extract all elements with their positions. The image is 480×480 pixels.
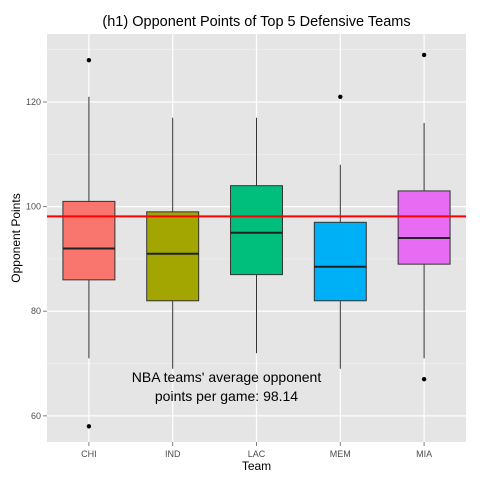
annotation-line-2: points per game: 98.14: [155, 388, 298, 404]
box-ind: [146, 117, 200, 369]
y-tick-label: 120: [26, 97, 41, 107]
box-iqr: [62, 200, 116, 281]
outlier-point: [86, 57, 92, 63]
outlier-point: [421, 377, 427, 382]
annotation-line-1: NBA teams' average opponent: [132, 369, 322, 385]
ticks-layer: 60 80 100 120 CHI IND LAC MEM MIA: [26, 97, 432, 459]
outlier-point: [338, 94, 343, 99]
box-mem: [313, 94, 367, 369]
x-tick-label: MEM: [330, 449, 351, 459]
y-axis-title: Opponent Points: [9, 193, 23, 282]
x-tick-label: CHI: [81, 449, 97, 459]
box-lac: [230, 117, 283, 354]
outlier-point: [421, 52, 427, 58]
y-tick-label: 60: [31, 411, 41, 421]
box-iqr: [397, 190, 451, 265]
outlier-point: [86, 424, 92, 429]
box-iqr: [146, 211, 200, 302]
y-tick-label: 80: [31, 306, 41, 316]
x-tick-label: LAC: [248, 449, 266, 459]
x-tick-label: IND: [165, 449, 181, 459]
y-tick-label: 100: [26, 202, 41, 212]
x-axis-title: Team: [242, 459, 271, 473]
boxes-layer: [62, 52, 451, 429]
chart-title: (h1) Opponent Points of Top 5 Defensive …: [102, 14, 410, 30]
box-chi: [62, 57, 116, 429]
box-mia: [397, 52, 451, 382]
box-iqr: [230, 185, 283, 276]
x-tick-label: MIA: [416, 449, 432, 459]
box-iqr: [313, 221, 367, 302]
